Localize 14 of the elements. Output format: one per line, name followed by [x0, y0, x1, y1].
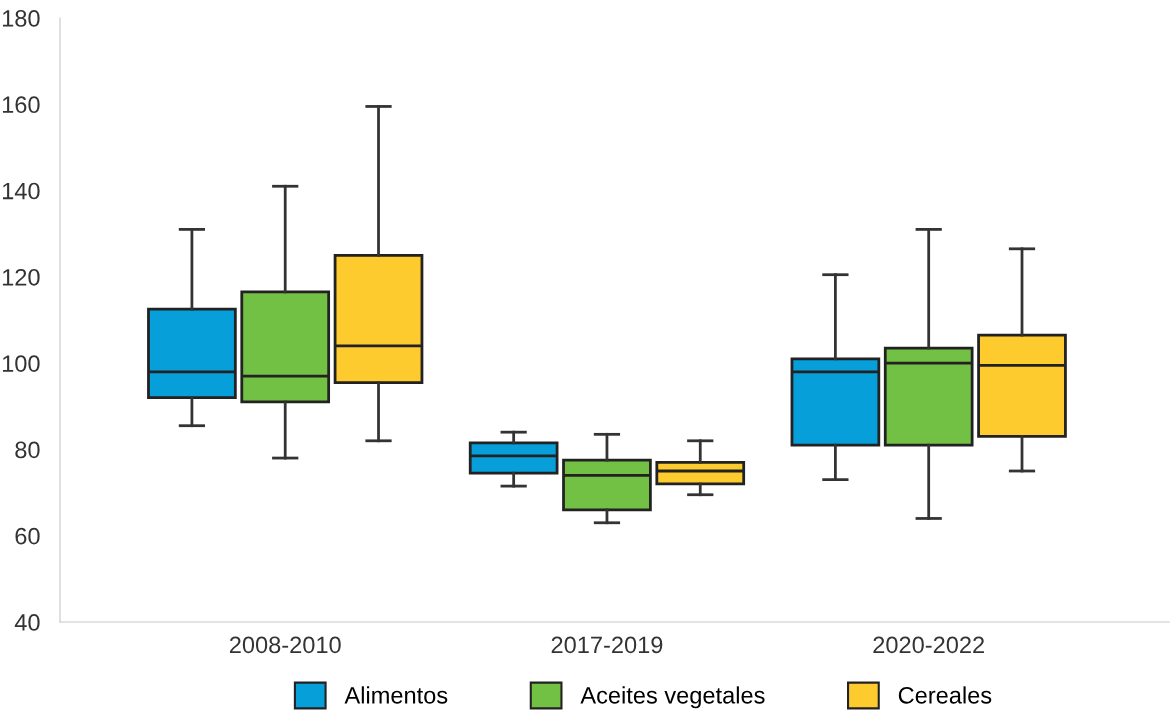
y-tick-label: 40 [14, 614, 40, 631]
y-tick-label: 60 [15, 527, 40, 545]
y-tick-label: 100 [2, 355, 40, 372]
x-tick-label: 2020-2022 [873, 636, 984, 654]
y-tick-label: 140 [2, 182, 40, 200]
legend-label: Alimentos [344, 686, 448, 704]
y-tick-label: 160 [2, 96, 40, 114]
x-tick-label: 2017-2019 [551, 636, 663, 654]
y-tick-label: 180 [2, 10, 40, 27]
x-tick-label: 2008-2010 [229, 636, 341, 654]
legend-label: Cereales [898, 686, 992, 704]
legend-label: Aceites vegetales [580, 686, 765, 709]
y-tick-label: 80 [15, 441, 40, 459]
y-tick-label: 120 [2, 268, 40, 286]
